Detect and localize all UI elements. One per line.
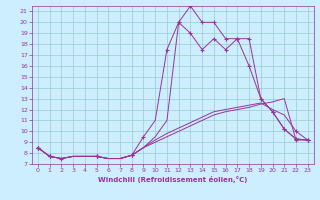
X-axis label: Windchill (Refroidissement éolien,°C): Windchill (Refroidissement éolien,°C) (98, 176, 247, 183)
